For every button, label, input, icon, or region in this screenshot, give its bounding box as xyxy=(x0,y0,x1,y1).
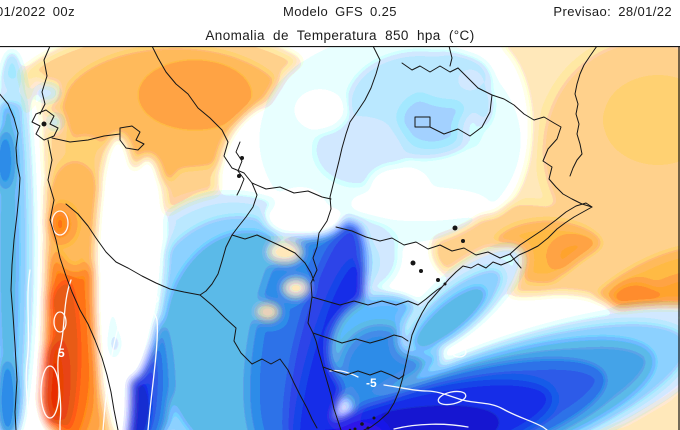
anomaly-map-svg: 5 -5 -5 xyxy=(0,46,680,430)
border-bahia-minas xyxy=(491,94,593,208)
border-peru-bolivia xyxy=(39,46,51,115)
border-paraguay-argentina xyxy=(199,294,318,429)
border-bolivia-paraguay xyxy=(199,182,258,296)
border-tocantins-vertical xyxy=(448,46,453,67)
border-bolivia-brazil xyxy=(151,46,332,200)
border-tocantins xyxy=(401,62,459,73)
lake-titicaca xyxy=(31,109,59,141)
river-paraguay-upper xyxy=(235,141,245,196)
border-santacatarina-rs xyxy=(322,366,405,380)
model-label: Modelo GFS 0.25 xyxy=(283,4,397,19)
border-goias-bahia xyxy=(457,67,493,96)
contour-label: -5 xyxy=(122,307,133,321)
water-bodies xyxy=(41,121,465,430)
map-title: Anomalia de Temperatura 850 hpa (°C) xyxy=(205,28,475,43)
anomaly-map: 5 -5 -5 xyxy=(0,46,680,430)
contour-label: -5 xyxy=(366,376,377,390)
coastline-southeast xyxy=(363,206,593,430)
forecast-date-label: Previsao: 28/01/22 xyxy=(553,4,672,19)
border-paraguay-north xyxy=(231,234,315,282)
border-chile-argentina xyxy=(47,139,119,430)
border-rio-de-janeiro xyxy=(509,202,593,255)
map-header: 01/2022 00z Modelo GFS 0.25 Previsao: 28… xyxy=(0,0,680,46)
contour-lines xyxy=(25,210,548,430)
border-bolivia-link xyxy=(51,133,121,143)
border-parana-north xyxy=(311,286,443,306)
contour-label: 5 xyxy=(58,346,65,360)
river-sao-francisco xyxy=(569,46,598,177)
coastline-pacific xyxy=(0,93,21,430)
run-date-label: 01/2022 00z xyxy=(0,4,75,19)
borders-layer xyxy=(0,46,680,430)
border-bolivia-argentina xyxy=(65,203,201,296)
border-sp-rj xyxy=(509,253,522,269)
header-row-1: 01/2022 00z Modelo GFS 0.25 Previsao: 28… xyxy=(0,4,680,20)
border-parana-santacatarina xyxy=(312,332,409,344)
border-minas-saopaulo xyxy=(335,226,511,259)
contour-label-group: 5 -5 -5 xyxy=(58,307,377,390)
border-goias-minas xyxy=(429,94,493,137)
river-parana xyxy=(307,46,381,430)
lake-poopo xyxy=(119,125,145,151)
temperature-anomaly-field xyxy=(0,46,680,430)
